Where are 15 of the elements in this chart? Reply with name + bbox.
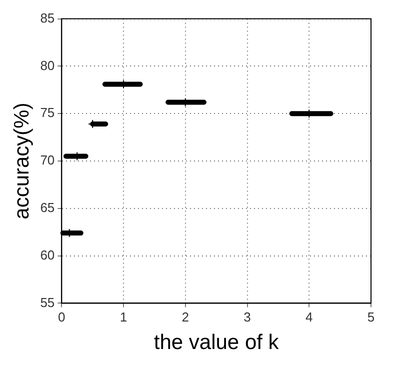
y-axis-title: accuracy(%)	[10, 102, 34, 220]
x-tick-label: 3	[244, 310, 251, 325]
x-axis-title: the value of k	[154, 331, 280, 354]
x-tick-label: 1	[120, 310, 128, 325]
y-tick-label: 60	[40, 247, 55, 262]
y-tick-label: 75	[40, 105, 55, 120]
y-tick-label: 85	[40, 10, 55, 26]
x-tick-label: 2	[182, 310, 190, 325]
x-tick-label: 5	[367, 310, 375, 325]
y-tick-label: 80	[40, 58, 55, 73]
x-tick-label: 0	[58, 310, 66, 325]
y-tick-label: 65	[40, 200, 55, 215]
x-tick-label: 4	[306, 310, 313, 325]
y-tick-label: 55	[40, 294, 55, 310]
y-tick-label: 70	[40, 152, 55, 168]
